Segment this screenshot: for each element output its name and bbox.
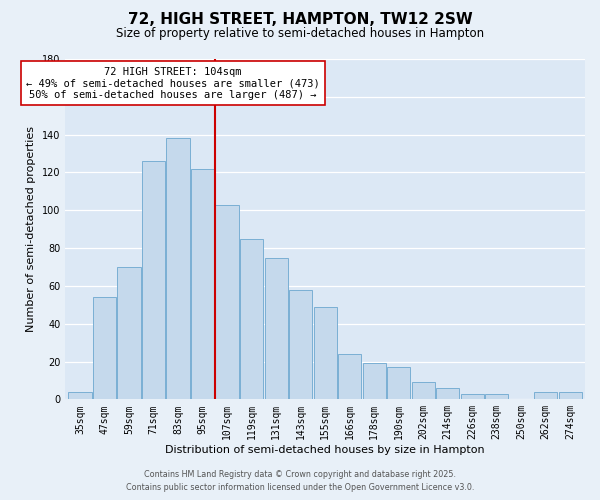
Bar — [240, 238, 263, 400]
Text: Size of property relative to semi-detached houses in Hampton: Size of property relative to semi-detach… — [116, 28, 484, 40]
Text: Contains HM Land Registry data © Crown copyright and database right 2025.
Contai: Contains HM Land Registry data © Crown c… — [126, 470, 474, 492]
Bar — [362, 364, 386, 400]
Bar — [265, 258, 288, 400]
Bar — [314, 306, 337, 400]
Bar — [412, 382, 435, 400]
Bar — [436, 388, 460, 400]
Text: 72, HIGH STREET, HAMPTON, TW12 2SW: 72, HIGH STREET, HAMPTON, TW12 2SW — [128, 12, 472, 28]
Bar — [68, 392, 92, 400]
Bar — [166, 138, 190, 400]
Bar — [461, 394, 484, 400]
Bar — [142, 161, 165, 400]
Bar — [191, 168, 214, 400]
Bar — [289, 290, 313, 400]
Bar — [338, 354, 361, 400]
Bar — [93, 297, 116, 400]
Bar — [387, 367, 410, 400]
Text: 72 HIGH STREET: 104sqm
← 49% of semi-detached houses are smaller (473)
50% of se: 72 HIGH STREET: 104sqm ← 49% of semi-det… — [26, 66, 320, 100]
Bar — [215, 204, 239, 400]
Bar — [534, 392, 557, 400]
Y-axis label: Number of semi-detached properties: Number of semi-detached properties — [26, 126, 37, 332]
Bar — [559, 392, 582, 400]
X-axis label: Distribution of semi-detached houses by size in Hampton: Distribution of semi-detached houses by … — [166, 445, 485, 455]
Bar — [118, 267, 141, 400]
Bar — [485, 394, 508, 400]
